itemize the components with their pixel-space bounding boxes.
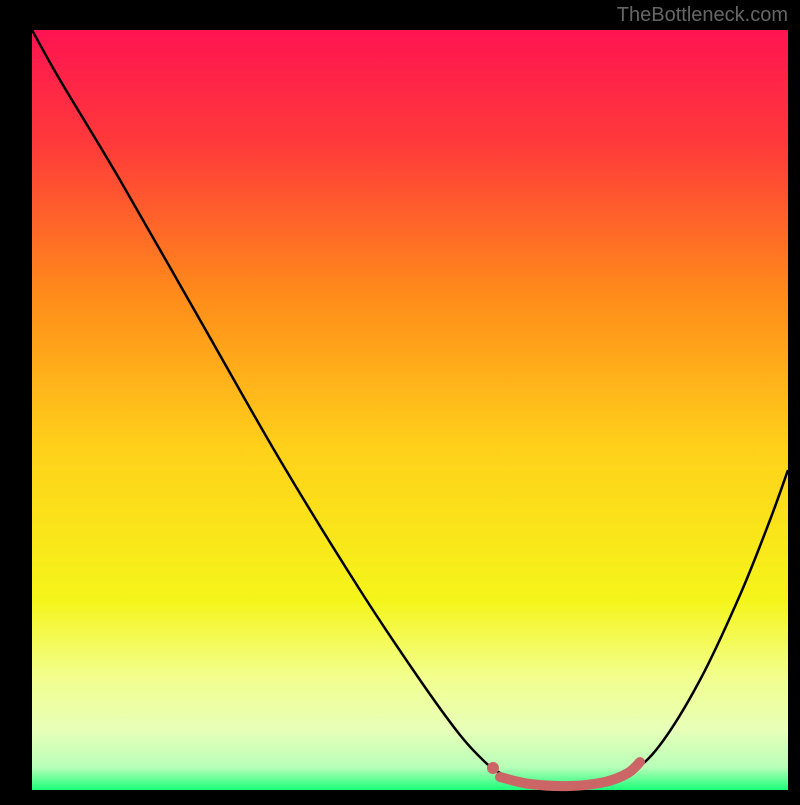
gradient-plot-area xyxy=(32,30,788,790)
bottleneck-chart xyxy=(0,0,800,800)
marker-point xyxy=(487,762,499,774)
watermark-text: TheBottleneck.com xyxy=(617,4,788,27)
chart-svg xyxy=(0,0,800,800)
